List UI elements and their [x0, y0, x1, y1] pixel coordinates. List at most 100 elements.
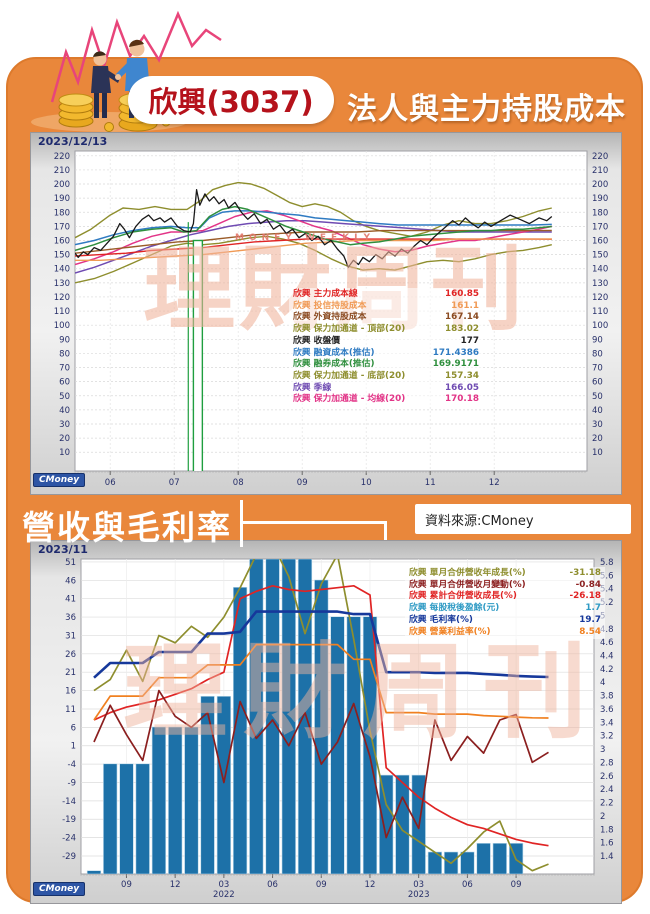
svg-text:50: 50 [59, 392, 70, 402]
eps-bars [314, 579, 329, 874]
legend-item: 欣興 保力加通道 - 均線(20) 170.18 [293, 394, 479, 405]
svg-text:1.4: 1.4 [600, 852, 614, 862]
svg-text:190: 190 [54, 194, 70, 204]
page-title: 法人與主力持股成本 [347, 92, 626, 127]
stock-name-label: 欣興(3037) [148, 85, 314, 119]
bracket-decoration [240, 500, 243, 547]
mom-change-line [93, 689, 549, 839]
stock-title-badge: 欣興(3037) [128, 76, 334, 124]
svg-text:100: 100 [592, 321, 608, 331]
svg-text:30: 30 [592, 420, 603, 430]
svg-text:170: 170 [592, 222, 608, 232]
svg-text:2022: 2022 [213, 890, 235, 900]
eps-bars [86, 870, 102, 874]
eps-bars [168, 726, 183, 874]
legend-item: 欣興 單月合併營收月變動(%) -0.84 [409, 579, 601, 590]
svg-text:09: 09 [511, 880, 522, 890]
svg-text:5.6: 5.6 [600, 571, 614, 581]
svg-text:07: 07 [169, 478, 180, 488]
svg-text:06: 06 [267, 880, 278, 890]
svg-text:-29: -29 [62, 852, 76, 862]
svg-text:2.8: 2.8 [600, 758, 614, 768]
svg-text:21: 21 [65, 668, 76, 678]
quarter-ma-line [75, 219, 552, 274]
svg-text:12: 12 [365, 880, 376, 890]
svg-text:190: 190 [592, 194, 608, 204]
legend-item: 欣興 收盤價 177 [293, 335, 479, 346]
eps-bars [200, 696, 215, 874]
svg-text:03: 03 [218, 880, 229, 890]
svg-text:36: 36 [65, 613, 76, 623]
svg-text:-24: -24 [62, 834, 76, 844]
svg-text:200: 200 [54, 180, 70, 190]
svg-text:90: 90 [59, 335, 70, 345]
margin-sell-cost-line [75, 205, 552, 252]
svg-text:210: 210 [592, 166, 608, 176]
svg-text:6: 6 [71, 723, 76, 733]
legend-item: 欣興 單月合併營收年成長(%) -31.18 [409, 568, 601, 578]
eps-bars [330, 616, 345, 874]
svg-text:31: 31 [65, 631, 76, 641]
svg-text:20: 20 [59, 434, 70, 444]
svg-text:2.6: 2.6 [600, 772, 614, 782]
revenue-margin-chart: 2023/11 51 46 41 36 31 26 21 16 11 6 1 -4 -9 -14 -19 -2… [30, 540, 622, 904]
svg-text:09: 09 [121, 880, 132, 890]
svg-text:09: 09 [316, 880, 327, 890]
svg-text:4.6: 4.6 [600, 638, 614, 648]
svg-text:06: 06 [105, 478, 116, 488]
svg-text:70: 70 [59, 364, 70, 374]
price-chart-canvas: 220 220 210 210 200 200 190 190 180 180 170 170 160 1… [54, 150, 608, 488]
svg-text:60: 60 [59, 378, 70, 388]
legend-item: 欣興 外資持股成本 167.14 [293, 312, 479, 323]
svg-text:2: 2 [600, 812, 605, 822]
legend-item: 欣興 融資成本(推估) 171.4386 [293, 347, 479, 358]
legend-item: 欣興 主力成本線 160.85 [293, 289, 479, 299]
svg-text:11: 11 [65, 705, 76, 715]
svg-text:10: 10 [592, 448, 603, 458]
svg-text:80: 80 [592, 349, 603, 359]
svg-text:12: 12 [489, 478, 500, 488]
svg-text:40: 40 [592, 406, 603, 416]
bracket-decoration [243, 521, 387, 524]
eps-bars [460, 851, 475, 874]
svg-text:140: 140 [592, 265, 608, 275]
eps-bars [151, 726, 166, 874]
legend-item: 欣興 營業利益率(%) 8.54 [409, 626, 601, 637]
svg-text:-4: -4 [68, 760, 76, 770]
svg-text:16: 16 [65, 687, 76, 697]
svg-text:160: 160 [592, 236, 608, 246]
legend-item: 欣興 季線 166.05 [293, 382, 479, 393]
svg-text:3.2: 3.2 [600, 732, 614, 742]
svg-text:-14: -14 [62, 797, 76, 807]
svg-text:210: 210 [54, 166, 70, 176]
eps-bars [362, 616, 378, 874]
svg-text:5.4: 5.4 [600, 585, 614, 595]
svg-text:220: 220 [54, 152, 70, 162]
price-cost-chart: 2023/12/13 220 220 210 210 200 200 190 190 180 18… [30, 132, 622, 495]
legend-item: 欣興 每股稅後盈餘(元) 1.7 [409, 603, 601, 614]
svg-text:150: 150 [54, 251, 70, 261]
eps-bars [184, 726, 199, 874]
svg-text:100: 100 [54, 321, 70, 331]
bb-bottom-line [75, 235, 552, 284]
svg-text:110: 110 [592, 307, 608, 317]
svg-text:2.2: 2.2 [600, 799, 614, 809]
svg-text:03: 03 [413, 880, 424, 890]
svg-text:50: 50 [592, 392, 603, 402]
eps-bars [346, 616, 361, 874]
close-price-line [75, 189, 553, 268]
legend-item: 欣興 保力加通道 - 底部(20) 157.34 [293, 370, 479, 381]
svg-text:46: 46 [65, 576, 76, 586]
svg-text:5.2: 5.2 [600, 598, 614, 608]
svg-text:09: 09 [297, 478, 308, 488]
svg-text:2023: 2023 [408, 890, 430, 900]
legend-item: 欣興 投信持股成本 161.1 [293, 300, 479, 311]
svg-text:12: 12 [170, 880, 181, 890]
svg-text:11: 11 [425, 478, 436, 488]
svg-text:3.6: 3.6 [600, 705, 614, 715]
eps-bars [395, 774, 410, 874]
svg-text:30: 30 [59, 420, 70, 430]
svg-text:4.8: 4.8 [600, 625, 614, 635]
svg-text:26: 26 [65, 650, 76, 660]
